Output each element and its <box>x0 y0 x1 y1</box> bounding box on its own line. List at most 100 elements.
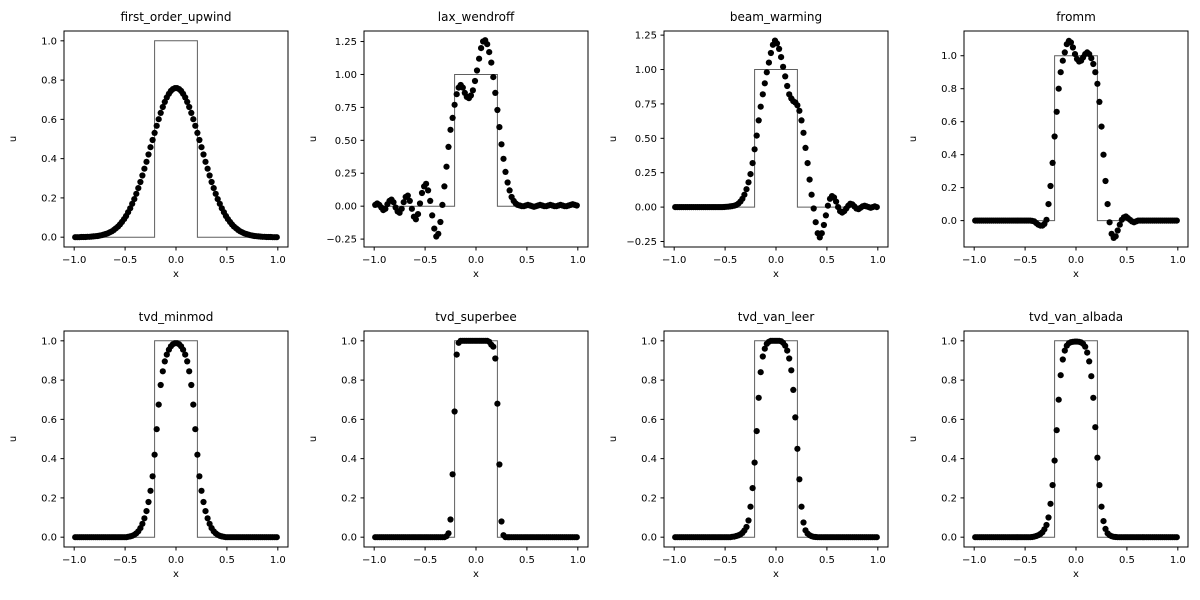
x-tick-label: −0.5 <box>1013 555 1037 566</box>
x-axis-label: x <box>773 269 779 280</box>
x-axis-label: x <box>773 569 779 580</box>
y-tick-label: 0.2 <box>941 493 957 504</box>
exact-solution-line <box>674 340 878 538</box>
y-tick-label: 0.25 <box>335 169 357 180</box>
y-tick-label: 0.0 <box>941 533 957 544</box>
subplot-cell: tvd_van_leer −1.0 −0.5 0.0 0.5 1.0 0.0 0.2 0.4 0.… <box>600 300 900 600</box>
y-axis-ticks: 0.0 0.2 0.4 0.6 0.8 1.0 <box>941 336 964 544</box>
y-tick-label: 0.6 <box>41 115 57 126</box>
y-tick-label: 0.00 <box>335 202 357 213</box>
numerical-solution-points <box>72 340 280 541</box>
subplot-tvd_van_albada: tvd_van_albada −1.0 −0.5 0.0 0.5 1.0 0.0 0.2 0.4… <box>908 310 1189 580</box>
y-tick-label: 0.2 <box>641 493 657 504</box>
subplot-cell: fromm −1.0 −0.5 0.0 0.5 1.0 0.0 0.2 0.4 0.6 0.8 1.0… <box>900 0 1200 300</box>
x-tick-label: 0.0 <box>768 255 784 266</box>
exact-solution-line <box>374 340 578 538</box>
y-tick-label: 1.0 <box>41 336 57 347</box>
y-tick-label: 0.8 <box>941 376 957 387</box>
subplot-cell: tvd_superbee −1.0 −0.5 0.0 0.5 1.0 0.0 0.2 0.4 0.… <box>300 300 600 600</box>
x-tick-label: −1.0 <box>962 555 986 566</box>
y-axis-label: u <box>308 136 319 142</box>
x-axis-ticks: −1.0 −0.5 0.0 0.5 1.0 <box>662 547 886 566</box>
axes-frame <box>663 30 889 248</box>
y-tick-label: 0.50 <box>335 136 357 147</box>
subplot-first_order_upwind: first_order_upwind−1.0 −0.5 0.0 0.5 1.00.00.… <box>8 10 289 280</box>
x-tick-label: −0.5 <box>1013 255 1037 266</box>
numerical-solution-points <box>372 37 580 240</box>
x-axis-ticks: −1.0 −0.5 0.0 0.5 1.0 <box>962 547 1186 566</box>
exact-solution-line <box>974 55 1178 222</box>
y-tick-label: 1.0 <box>341 336 357 347</box>
y-axis-ticks: 0.0 0.2 0.4 0.6 0.8 1.0 <box>941 51 964 227</box>
x-tick-label: −0.5 <box>713 255 737 266</box>
subplot-cell: tvd_van_albada −1.0 −0.5 0.0 0.5 1.0 0.0 0.2 0.4… <box>900 300 1200 600</box>
x-tick-label: −1.0 <box>62 255 86 266</box>
subplot-title: fromm <box>1056 10 1096 24</box>
y-tick-label: 1.0 <box>941 51 957 62</box>
x-tick-label: 0.5 <box>519 255 535 266</box>
subplot-title: beam_warming <box>730 10 822 24</box>
y-axis-ticks: −0.25 0.00 0.25 0.50 0.75 1.00 1.25 <box>626 31 664 248</box>
subplot-fromm: fromm −1.0 −0.5 0.0 0.5 1.0 0.0 0.2 0.4 0.6 0.8 1.0… <box>908 10 1189 280</box>
y-tick-label: 0.8 <box>641 376 657 387</box>
x-tick-label: −0.5 <box>113 555 137 566</box>
subplot-title: first_order_upwind <box>120 10 231 24</box>
y-tick-label: 0.75 <box>335 103 357 114</box>
y-tick-label: −0.25 <box>326 235 357 246</box>
numerical-solution-points <box>372 337 580 541</box>
x-tick-label: 1.0 <box>1170 555 1186 566</box>
y-tick-label: 0.50 <box>635 134 657 145</box>
x-tick-label: −1.0 <box>62 555 86 566</box>
y-tick-label: 0.2 <box>341 493 357 504</box>
axes-frame <box>363 330 589 548</box>
y-tick-label: 1.0 <box>41 36 57 47</box>
y-tick-label: 0.00 <box>635 203 657 214</box>
exact-solution-line <box>674 69 878 208</box>
y-tick-label: 0.75 <box>635 99 657 110</box>
x-tick-label: 0.5 <box>819 555 835 566</box>
subplot-cell: first_order_upwind −1.0 −0.5 0.0 0.5 1.0 0.0 0.… <box>0 0 300 300</box>
x-tick-label: −1.0 <box>662 255 686 266</box>
x-tick-label: 1.0 <box>570 255 586 266</box>
x-tick-label: 1.0 <box>570 555 586 566</box>
axes-frame <box>63 30 289 248</box>
y-axis-ticks: −0.25 0.00 0.25 0.50 0.75 1.00 1.25 <box>326 37 364 246</box>
exact-solution-line <box>74 340 278 538</box>
x-tick-label: 1.0 <box>870 255 886 266</box>
subplot-title: tvd_van_albada <box>1029 310 1123 324</box>
y-tick-label: −0.25 <box>626 237 657 248</box>
y-tick-label: 0.2 <box>941 183 957 194</box>
x-tick-label: 0.0 <box>468 255 484 266</box>
x-tick-label: 0.0 <box>168 555 184 566</box>
subplot-title: tvd_superbee <box>435 310 517 324</box>
y-tick-label: 0.25 <box>635 168 657 179</box>
axes-frame <box>963 30 1189 248</box>
y-tick-label: 0.4 <box>941 454 957 465</box>
y-tick-label: 0.4 <box>41 454 57 465</box>
subplot-title: lax_wendroff <box>438 10 515 24</box>
subplot-tvd_minmod: tvd_minmod−1.0 −0.5 0.0 0.5 1.00.00.20.40.60… <box>8 310 289 580</box>
subplot-lax_wendroff: lax_wendroff −1.0 −0.5 0.0 0.5 1.0 −0.25 0.00 0.… <box>308 10 589 280</box>
y-axis-label: u <box>908 436 919 442</box>
x-tick-label: 1.0 <box>870 555 886 566</box>
x-tick-label: 1.0 <box>1170 255 1186 266</box>
x-tick-label: −0.5 <box>713 555 737 566</box>
y-tick-label: 0.6 <box>641 415 657 426</box>
y-tick-label: 0.8 <box>341 376 357 387</box>
y-tick-label: 1.00 <box>335 70 357 81</box>
x-axis-ticks: −1.0 −0.5 0.0 0.5 1.0 <box>962 247 1186 266</box>
numerical-solution-points <box>972 338 1180 541</box>
x-tick-label: 1.0 <box>270 555 286 566</box>
x-axis-ticks: −1.0 −0.5 0.0 0.5 1.0 <box>62 547 286 566</box>
x-axis-ticks: −1.0 −0.5 0.0 0.5 1.0 <box>362 547 586 566</box>
y-tick-label: 0.0 <box>41 233 57 244</box>
y-axis-label: u <box>8 436 19 442</box>
x-tick-label: 0.0 <box>768 555 784 566</box>
y-axis-label: u <box>608 136 619 142</box>
y-axis-label: u <box>308 436 319 442</box>
x-axis-label: x <box>473 569 479 580</box>
exact-solution-line <box>74 40 278 238</box>
x-tick-label: 0.0 <box>1068 555 1084 566</box>
subplot-tvd_superbee: tvd_superbee−1.0 −0.5 0.0 0.5 1.00.00.20.40.… <box>308 310 589 580</box>
y-tick-label: 1.0 <box>641 336 657 347</box>
